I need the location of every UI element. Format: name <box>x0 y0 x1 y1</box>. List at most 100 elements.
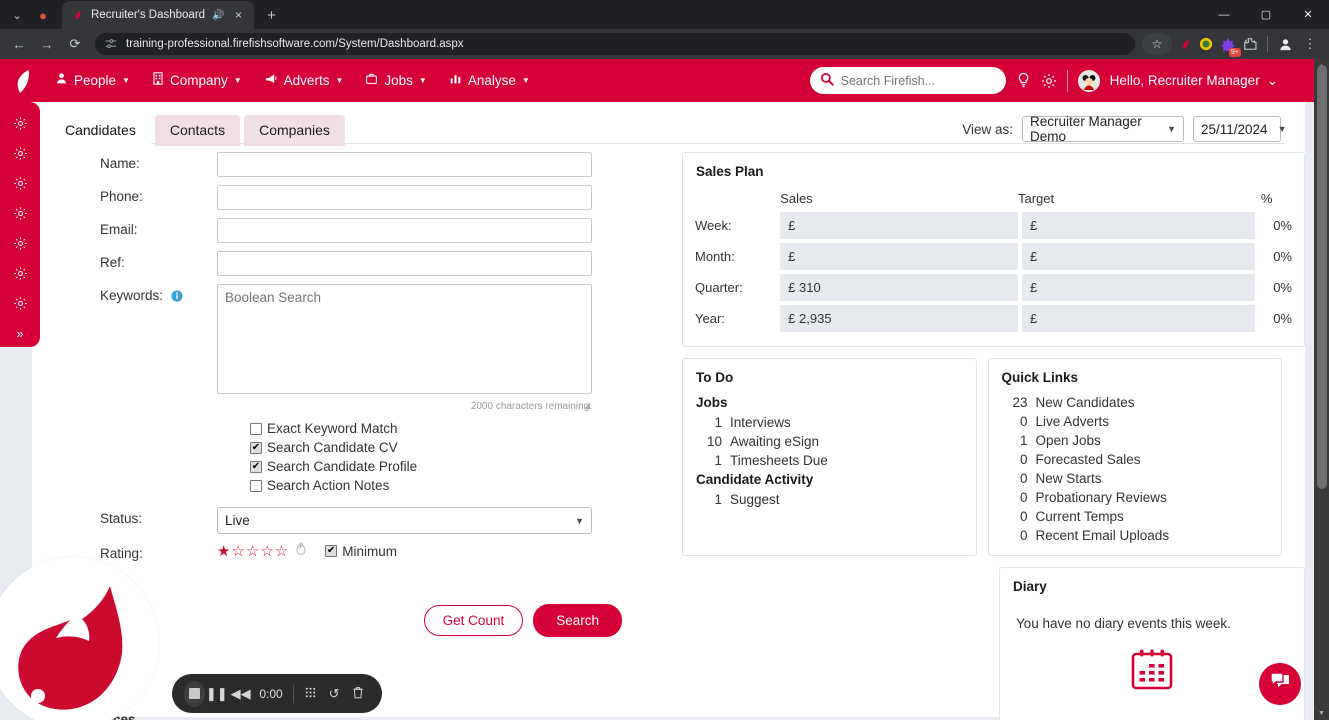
info-icon[interactable] <box>171 290 183 305</box>
extension-icon-green[interactable] <box>1196 34 1216 54</box>
quick-link-live-adverts[interactable]: 0 Live Adverts <box>989 412 1282 431</box>
quick-links-panel: Quick Links 23 New Candidates 0 Live Adv… <box>987 358 1282 556</box>
search-input[interactable] <box>840 73 996 88</box>
nav-item-company[interactable]: Company ▼ <box>141 59 253 102</box>
checkbox-minimum[interactable]: ✔ Minimum <box>325 544 397 559</box>
page-scrollbar[interactable]: ▲ ▼ <box>1314 59 1329 720</box>
tab-close-icon[interactable]: × <box>235 8 243 22</box>
tab-contacts[interactable]: Contacts <box>154 115 241 146</box>
avatar[interactable] <box>1077 69 1100 92</box>
browser-menu-icon[interactable]: ⋮ <box>1303 36 1317 51</box>
textarea-resize-handle[interactable]: ◢ <box>583 401 590 410</box>
forward-icon[interactable]: → <box>40 36 54 52</box>
quick-link-forecasted-sales[interactable]: 0 Forecasted Sales <box>989 450 1282 469</box>
global-search[interactable] <box>809 67 1006 94</box>
tab-search-icon[interactable]: ⌄ <box>12 9 22 22</box>
checkbox-box[interactable] <box>250 422 262 435</box>
status-select[interactable]: Live ▼ <box>217 507 592 534</box>
rating-control[interactable]: ★☆☆☆☆ ✔ Minimum <box>217 540 397 560</box>
todo-item-suggest[interactable]: 1 Suggest <box>683 490 976 519</box>
lightbulb-icon[interactable] <box>1016 72 1031 89</box>
reload-icon[interactable]: ⟳ <box>69 36 81 51</box>
firefish-extension-icon[interactable] <box>1174 34 1194 54</box>
checkbox-search-candidate-cv[interactable]: ✔ Search Candidate CV <box>250 440 677 455</box>
keywords-textarea[interactable] <box>217 284 592 394</box>
rail-gear-icon-2[interactable] <box>9 142 31 164</box>
maximize-button[interactable]: ▢ <box>1260 9 1272 21</box>
ref-input[interactable] <box>217 251 592 276</box>
rail-gear-icon-1[interactable] <box>9 112 31 134</box>
quick-link-probationary-reviews[interactable]: 0 Probationary Reviews <box>989 488 1282 507</box>
flame-icon[interactable] <box>295 540 307 560</box>
extensions-puzzle-icon[interactable] <box>1240 34 1260 54</box>
view-as-date-select[interactable]: 25/11/2024 ▼ <box>1193 116 1287 142</box>
quick-link-new-starts[interactable]: 0 New Starts <box>989 469 1282 488</box>
table-row: Year: £ 2,935 £ 0% <box>695 305 1292 332</box>
quick-link-current-temps[interactable]: 0 Current Temps <box>989 507 1282 526</box>
address-bar[interactable]: training-professional.firefishsoftware.c… <box>95 33 1135 55</box>
rail-expand-icon[interactable]: » <box>16 326 24 341</box>
page-scrollbar-thumb[interactable] <box>1317 65 1327 489</box>
count: 0 <box>1019 471 1028 486</box>
todo-item-timesheets-due[interactable]: 1 Timesheets Due <box>683 451 976 470</box>
phone-input[interactable] <box>217 185 592 210</box>
record-indicator-icon[interactable]: ● <box>39 7 47 23</box>
nav-item-adverts[interactable]: Adverts ▼ <box>253 59 355 102</box>
todo-item-interviews[interactable]: 1 Interviews <box>683 413 976 432</box>
app-logo-icon[interactable] <box>0 68 44 94</box>
label: Live Adverts <box>1035 414 1110 429</box>
pause-icon[interactable]: ❚❚ <box>205 685 228 701</box>
form-row-phone: Phone: <box>32 185 677 210</box>
rewind-icon[interactable]: ◀◀ <box>230 685 251 701</box>
bookmark-icon[interactable]: ☆ <box>1142 33 1172 55</box>
trash-icon[interactable] <box>346 686 370 702</box>
rail-gear-icon-5[interactable] <box>9 232 31 254</box>
quick-link-new-candidates[interactable]: 23 New Candidates <box>989 393 1282 412</box>
label: New Starts <box>1035 471 1102 486</box>
email-input[interactable] <box>217 218 592 243</box>
tab-audio-icon[interactable]: 🔊 <box>212 9 225 21</box>
extension-icon-badge[interactable]: 9+ <box>1218 34 1241 57</box>
checkbox-box[interactable]: ✔ <box>250 460 262 473</box>
form-row-email: Email: <box>32 218 677 243</box>
checkbox-box[interactable]: ✔ <box>250 441 262 454</box>
user-menu[interactable]: Hello, Recruiter Manager ⌄ <box>1110 73 1278 89</box>
checkbox-exact-keyword-match[interactable]: Exact Keyword Match <box>250 421 677 436</box>
profile-icon[interactable] <box>1275 34 1295 54</box>
name-input[interactable] <box>217 152 592 177</box>
search-button[interactable]: Search <box>533 604 622 637</box>
scroll-down-arrow-icon[interactable]: ▼ <box>1318 709 1325 717</box>
minimize-button[interactable]: — <box>1218 8 1230 21</box>
gear-icon[interactable] <box>1041 73 1057 89</box>
checkbox-search-action-notes[interactable]: Search Action Notes <box>250 478 677 493</box>
tab-candidates[interactable]: Candidates <box>50 115 151 146</box>
nav-item-jobs[interactable]: Jobs ▼ <box>354 59 437 102</box>
quick-link-recent-email-uploads[interactable]: 0 Recent Email Uploads <box>989 526 1282 555</box>
restart-icon[interactable]: ↺ <box>328 685 340 701</box>
checkbox-box[interactable]: ✔ <box>325 545 338 557</box>
label: Forecasted Sales <box>1035 452 1141 467</box>
nav-item-people[interactable]: People ▼ <box>44 59 141 102</box>
rail-gear-icon-4[interactable] <box>9 202 31 224</box>
browser-tab[interactable]: Recruiter's Dashboard 🔊 × <box>62 1 254 29</box>
rail-gear-icon-6[interactable] <box>9 262 31 284</box>
get-count-button[interactable]: Get Count <box>423 605 524 636</box>
site-settings-icon[interactable] <box>105 38 118 50</box>
rail-gear-icon-7[interactable] <box>9 292 31 314</box>
chat-widget-button[interactable] <box>1259 663 1301 705</box>
quick-link-open-jobs[interactable]: 1 Open Jobs <box>989 431 1282 450</box>
rail-gear-icon-3[interactable] <box>9 172 31 194</box>
new-tab-button[interactable]: + <box>267 6 276 24</box>
view-as-user-select[interactable]: Recruiter Manager Demo ▼ <box>1022 114 1184 144</box>
checkbox-search-candidate-profile[interactable]: ✔ Search Candidate Profile <box>250 459 677 474</box>
page-body: » Candidates Contacts Companies View as:… <box>0 102 1314 720</box>
stop-icon[interactable] <box>184 680 205 707</box>
tab-companies[interactable]: Companies <box>244 115 345 146</box>
nav-item-analyse[interactable]: Analyse ▼ <box>438 59 541 102</box>
close-window-button[interactable]: ✕ <box>1303 9 1313 21</box>
rating-stars[interactable]: ★☆☆☆☆ <box>217 543 290 560</box>
back-icon[interactable]: ← <box>12 36 26 52</box>
todo-item-awaiting-esign[interactable]: 10 Awaiting eSign <box>683 432 976 451</box>
dots-grid-icon[interactable] <box>298 686 322 702</box>
checkbox-box[interactable] <box>250 479 262 492</box>
